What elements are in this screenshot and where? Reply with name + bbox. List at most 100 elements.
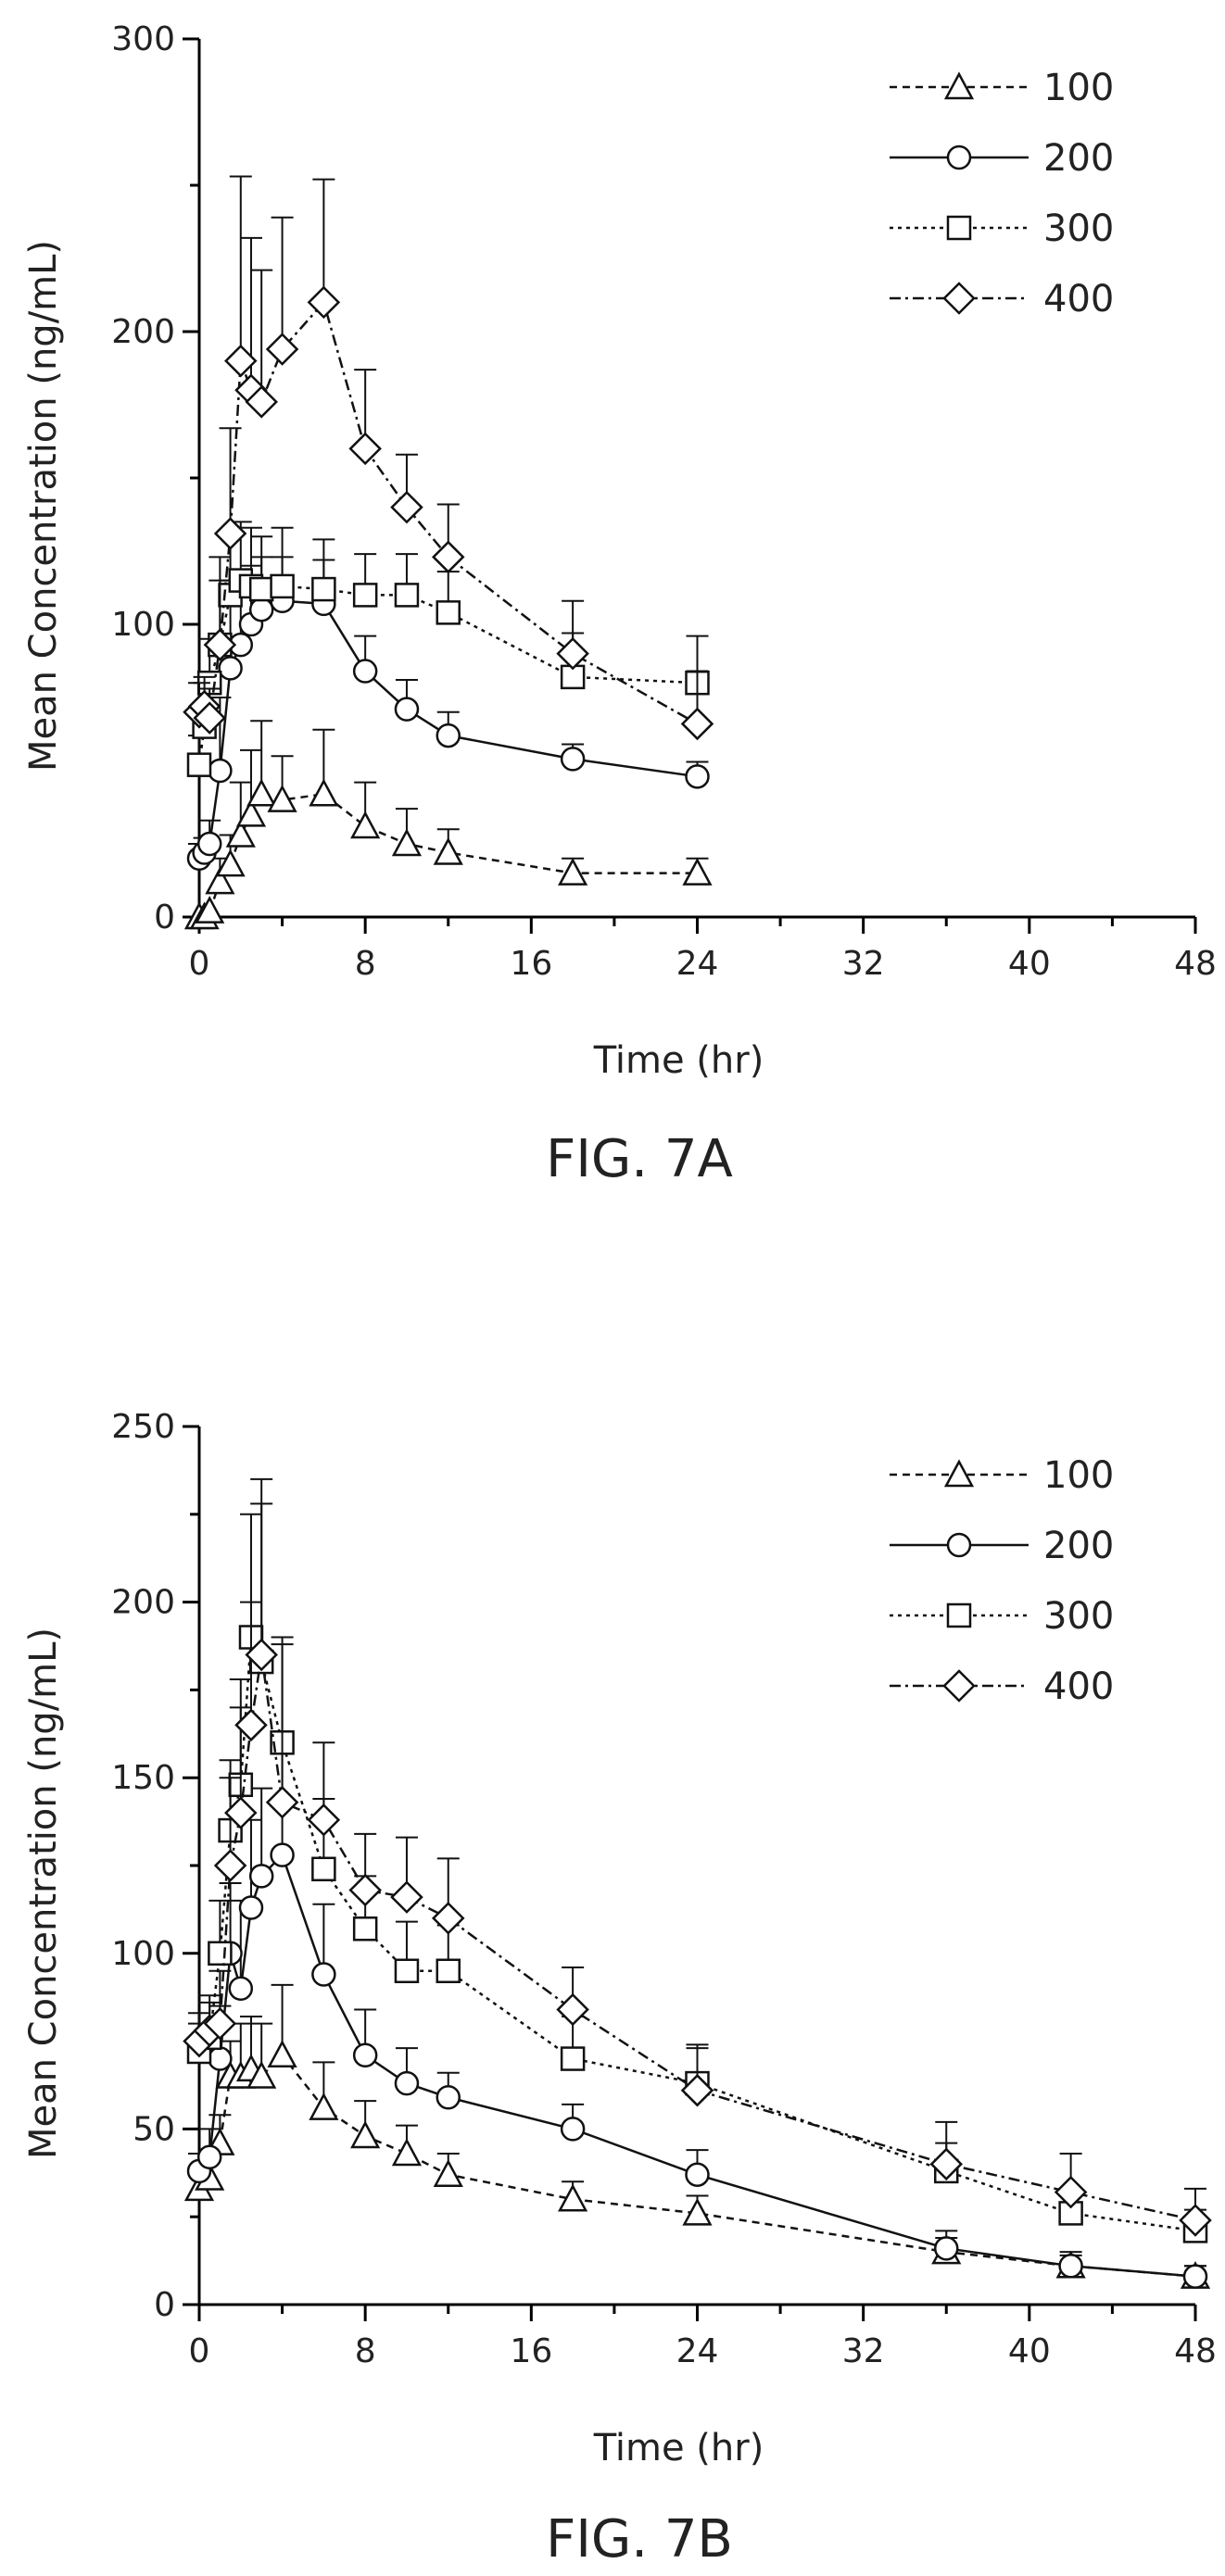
point-300 (352, 1916, 378, 1941)
figure-caption-7b: FIG. 7B (546, 2509, 733, 2570)
point-200 (352, 659, 378, 684)
point-400 (234, 1708, 268, 1742)
x-tick-label: 0 (189, 2332, 210, 2370)
point-100 (309, 2092, 339, 2120)
point-400 (245, 385, 278, 419)
point-400 (680, 707, 714, 741)
point-100 (225, 819, 256, 848)
point-200 (685, 764, 710, 789)
y-tick-label: 200 (111, 313, 175, 351)
point-400 (431, 1902, 465, 1935)
x-tick-label: 16 (510, 945, 552, 983)
point-100 (205, 866, 235, 895)
legend-marker-100 (943, 71, 975, 100)
point-100 (391, 828, 423, 857)
point-100 (267, 784, 297, 812)
legend-label: 300 (1043, 207, 1114, 250)
series-line-400 (198, 1654, 1196, 2222)
point-400 (265, 1785, 299, 1819)
point-100 (433, 2159, 463, 2187)
y-tick-label: 100 (111, 606, 175, 644)
figure-caption-7a: FIG. 7A (546, 1129, 733, 1189)
point-400 (307, 285, 341, 320)
point-200 (1182, 2264, 1208, 2289)
legend-marker-100 (943, 1459, 975, 1488)
point-200 (196, 831, 222, 857)
y-axis-title: Mean Concentration (ng/mL) (22, 240, 65, 772)
point-200 (560, 747, 586, 772)
legend-label: 200 (1043, 137, 1114, 180)
point-200 (436, 723, 461, 748)
y-axis-title: Mean Concentration (ng/mL) (22, 1627, 65, 2159)
x-tick-label: 8 (355, 945, 376, 983)
x-tick-label: 8 (355, 2332, 376, 2370)
point-200 (238, 1895, 264, 1920)
point-400 (213, 517, 247, 550)
legend-marker-200 (946, 145, 972, 170)
point-200 (228, 1976, 254, 2001)
point-400 (193, 701, 226, 735)
point-300 (208, 1941, 233, 1967)
series-400 (183, 1477, 1212, 2237)
legend-label: 400 (1043, 1665, 1114, 1708)
point-300 (394, 1958, 420, 1984)
point-100 (558, 857, 588, 886)
point-400 (307, 1803, 341, 1837)
x-axis-title: Time (hr) (593, 1039, 764, 1082)
point-100 (682, 857, 713, 886)
x-tick-label: 48 (1174, 945, 1217, 983)
point-300 (394, 583, 420, 608)
legend-marker-200 (946, 1532, 972, 1558)
legend-marker-400 (942, 1669, 976, 1703)
legend: 100 200 300 400 (890, 1454, 1114, 1708)
point-200 (218, 656, 243, 681)
point-200 (248, 1864, 274, 1889)
point-300 (352, 583, 378, 608)
point-200 (394, 2070, 420, 2096)
legend-marker-400 (942, 282, 976, 315)
point-400 (224, 344, 258, 378)
y-tick-label: 250 (111, 1408, 175, 1446)
y-tick-label: 150 (111, 1759, 175, 1797)
y-tick-label: 0 (154, 2286, 175, 2324)
point-300 (270, 573, 295, 599)
x-tick-label: 40 (1008, 945, 1051, 983)
series-100 (183, 720, 713, 930)
point-100 (195, 896, 225, 924)
point-100 (558, 2183, 588, 2212)
series-300 (186, 521, 710, 777)
x-axis-title: Time (hr) (593, 2427, 764, 2469)
point-400 (203, 628, 237, 661)
point-200 (685, 2162, 710, 2187)
point-300 (248, 576, 274, 602)
point-200 (352, 2042, 378, 2068)
y-tick-label: 200 (111, 1584, 175, 1622)
point-100 (246, 778, 277, 807)
x-tick-label: 32 (842, 2332, 885, 2370)
point-200 (270, 1842, 295, 1867)
chart-fig-7a: 0 100 200 300 0 8 16 24 32 40 48 Time (hr) Mean Conc… (22, 20, 1217, 1082)
x-tick-label: 0 (189, 945, 210, 983)
point-400 (1179, 2204, 1212, 2237)
point-100 (433, 836, 463, 865)
x-tick-label: 24 (676, 2332, 719, 2370)
y-tick-label: 100 (111, 1935, 175, 1973)
y-tick-label: 0 (154, 898, 175, 936)
point-200 (208, 758, 233, 784)
point-400 (348, 432, 382, 466)
point-400 (1054, 2175, 1088, 2209)
point-400 (431, 540, 465, 574)
point-300 (436, 600, 461, 625)
legend: 100 200 300 400 (890, 67, 1114, 320)
point-300 (311, 1856, 336, 1882)
point-100 (391, 2138, 423, 2167)
series-100 (183, 1983, 1211, 2289)
point-100 (215, 848, 246, 877)
legend-label: 400 (1043, 278, 1114, 320)
point-400 (245, 1638, 278, 1672)
point-100 (267, 2040, 297, 2068)
point-300 (560, 2046, 586, 2071)
point-300 (436, 1958, 461, 1984)
point-200 (1058, 2254, 1083, 2279)
